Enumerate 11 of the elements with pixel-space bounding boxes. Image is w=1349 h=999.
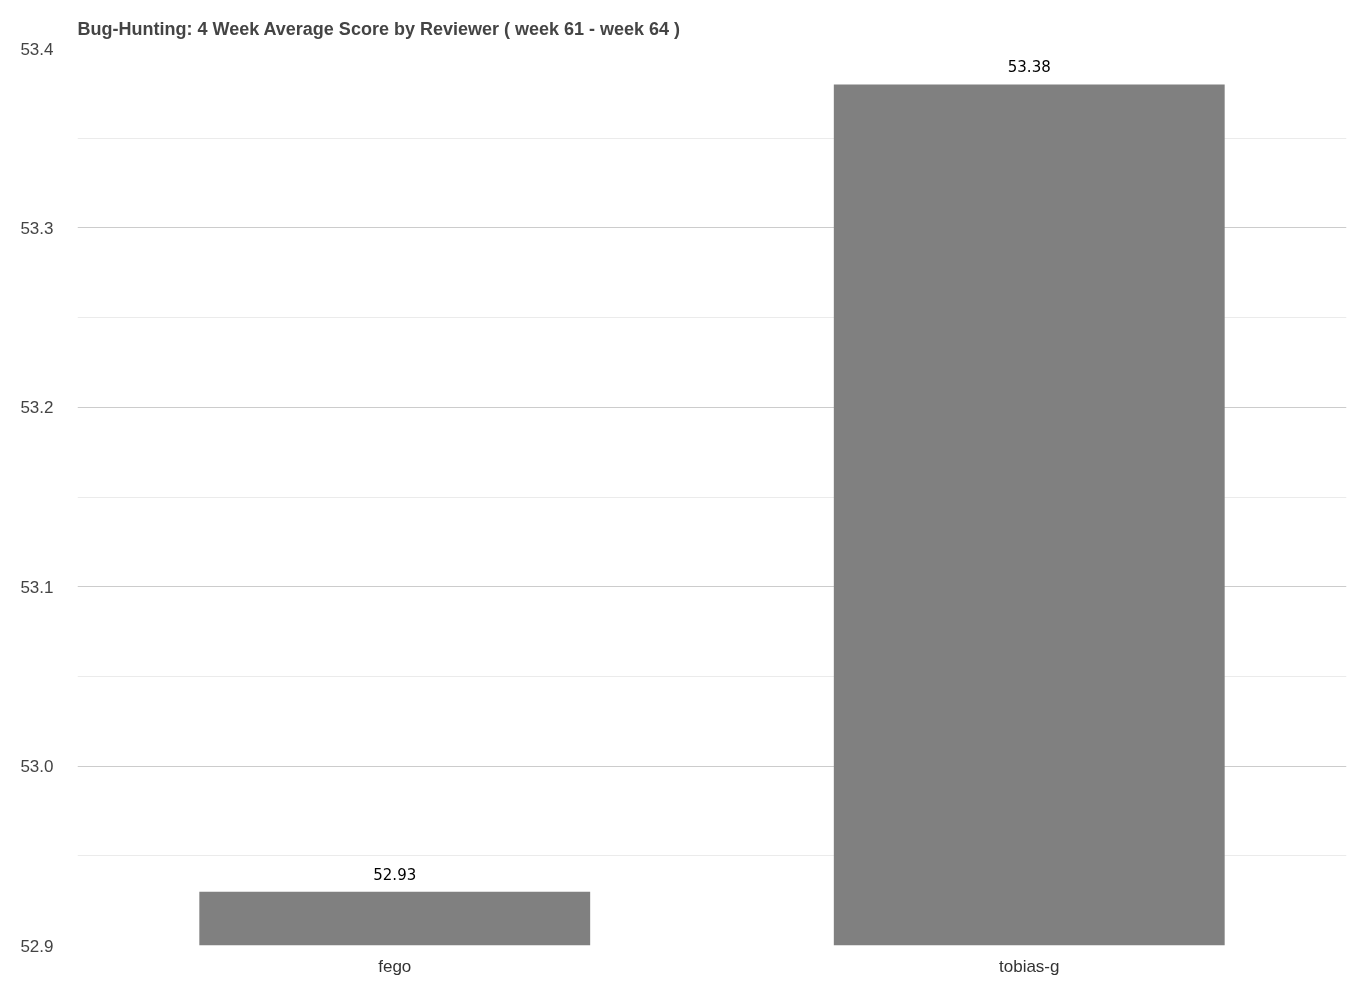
data-label: 52.93 xyxy=(373,865,417,884)
y-tick-label: 52.9 xyxy=(20,936,54,956)
y-tick-label: 53.1 xyxy=(20,577,54,597)
data-label: 53.38 xyxy=(1007,58,1051,77)
y-tick-label: 53.2 xyxy=(20,398,54,418)
y-tick-label: 53.3 xyxy=(20,218,54,238)
x-tick-label: fego xyxy=(378,956,412,976)
y-tick-label: 53.4 xyxy=(20,39,54,59)
chart-title: Bug-Hunting: 4 Week Average Score by Reviewer ( week 61 - week 64 ) xyxy=(77,18,681,39)
x-tick-label: tobias-g xyxy=(999,956,1060,976)
y-tick-label: 53.0 xyxy=(20,757,54,777)
